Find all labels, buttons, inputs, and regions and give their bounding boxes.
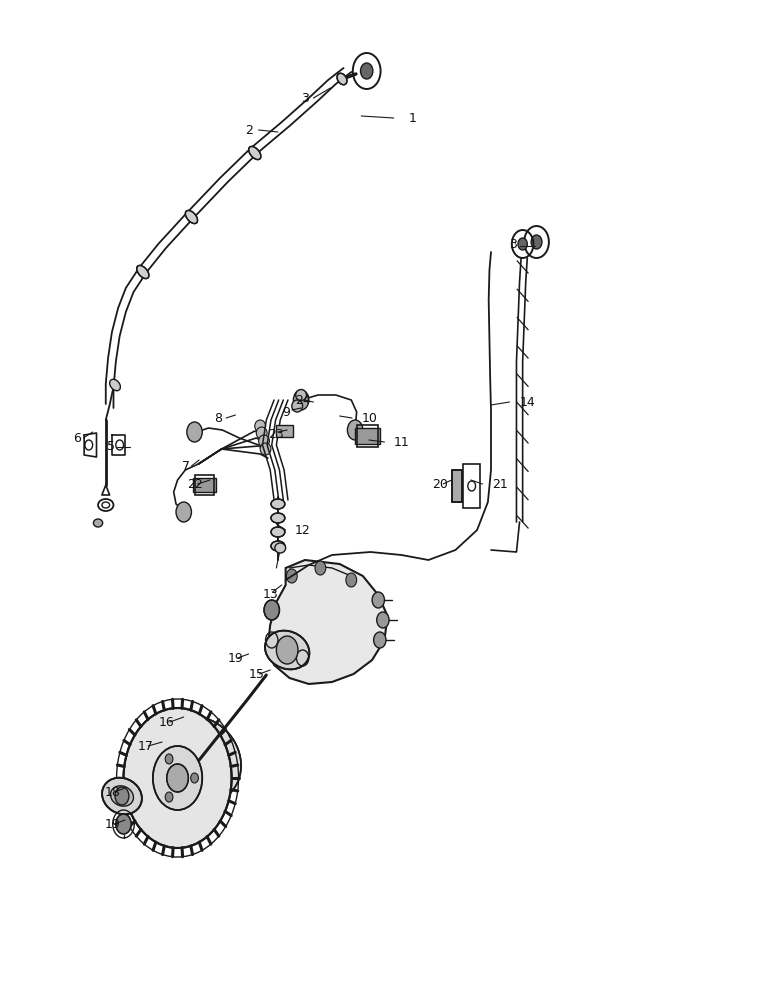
- Circle shape: [196, 728, 202, 736]
- Circle shape: [191, 773, 198, 783]
- Circle shape: [168, 756, 174, 764]
- Text: 21: 21: [493, 478, 508, 490]
- Circle shape: [172, 742, 178, 750]
- Circle shape: [361, 63, 373, 79]
- Circle shape: [286, 569, 297, 583]
- Text: 6: 6: [73, 432, 81, 444]
- Ellipse shape: [185, 210, 198, 224]
- Text: 5: 5: [107, 440, 114, 454]
- Text: 13: 13: [262, 587, 278, 600]
- Circle shape: [172, 770, 178, 778]
- Ellipse shape: [255, 420, 266, 432]
- Text: 18: 18: [104, 786, 120, 798]
- Ellipse shape: [337, 73, 347, 85]
- Text: 11: 11: [394, 436, 409, 448]
- Ellipse shape: [157, 717, 241, 803]
- Text: 1: 1: [409, 111, 417, 124]
- Text: 8: 8: [215, 412, 222, 424]
- Polygon shape: [268, 560, 388, 684]
- Text: 3: 3: [301, 92, 309, 104]
- Circle shape: [165, 754, 173, 764]
- Ellipse shape: [93, 519, 103, 527]
- Ellipse shape: [259, 435, 269, 447]
- Circle shape: [276, 636, 298, 664]
- Ellipse shape: [265, 631, 310, 669]
- Circle shape: [293, 390, 309, 410]
- Text: 19: 19: [228, 652, 243, 664]
- Circle shape: [176, 502, 191, 522]
- Circle shape: [116, 814, 131, 834]
- Bar: [276, 425, 293, 437]
- Ellipse shape: [256, 427, 267, 439]
- Circle shape: [167, 764, 188, 792]
- Text: 17: 17: [137, 740, 154, 752]
- Circle shape: [264, 600, 279, 620]
- Ellipse shape: [271, 513, 285, 523]
- Text: 14: 14: [520, 395, 535, 408]
- Text: 16: 16: [159, 716, 174, 728]
- Bar: [355, 428, 380, 444]
- Ellipse shape: [271, 527, 285, 537]
- Ellipse shape: [102, 778, 142, 814]
- Text: 24: 24: [295, 393, 310, 406]
- Circle shape: [124, 708, 232, 848]
- Circle shape: [347, 420, 363, 440]
- Ellipse shape: [271, 499, 285, 509]
- Text: 19: 19: [104, 818, 120, 830]
- Ellipse shape: [271, 541, 285, 551]
- Ellipse shape: [292, 400, 303, 412]
- Ellipse shape: [260, 443, 271, 455]
- Text: 9: 9: [282, 406, 290, 418]
- Circle shape: [220, 742, 226, 750]
- Circle shape: [165, 792, 173, 802]
- Text: 23: 23: [268, 428, 283, 440]
- Ellipse shape: [110, 379, 120, 391]
- Circle shape: [531, 235, 542, 249]
- Bar: [452, 470, 462, 502]
- Ellipse shape: [249, 146, 261, 160]
- Circle shape: [315, 561, 326, 575]
- Text: 7: 7: [182, 460, 190, 473]
- Circle shape: [210, 732, 216, 740]
- Circle shape: [182, 780, 188, 788]
- Circle shape: [196, 784, 202, 792]
- Text: 20: 20: [432, 478, 449, 490]
- Circle shape: [372, 592, 384, 608]
- Ellipse shape: [137, 265, 149, 279]
- Circle shape: [224, 756, 230, 764]
- Text: 22: 22: [187, 478, 202, 490]
- Circle shape: [153, 746, 202, 810]
- Ellipse shape: [296, 389, 306, 400]
- Circle shape: [518, 238, 527, 250]
- Bar: [452, 470, 462, 502]
- Text: 15: 15: [249, 668, 265, 680]
- Circle shape: [220, 770, 226, 778]
- Circle shape: [187, 422, 202, 442]
- Circle shape: [182, 732, 188, 740]
- Text: 3: 3: [510, 237, 517, 250]
- Bar: [463, 464, 480, 508]
- Circle shape: [115, 787, 129, 805]
- Ellipse shape: [110, 786, 134, 806]
- Text: 2: 2: [245, 123, 253, 136]
- Circle shape: [210, 780, 216, 788]
- Bar: [357, 425, 378, 447]
- Text: 10: 10: [361, 412, 378, 424]
- Bar: [195, 475, 214, 495]
- Bar: [193, 478, 216, 492]
- Circle shape: [346, 573, 357, 587]
- Text: 12: 12: [295, 524, 310, 536]
- Circle shape: [377, 612, 389, 628]
- Circle shape: [374, 632, 386, 648]
- Ellipse shape: [275, 543, 286, 553]
